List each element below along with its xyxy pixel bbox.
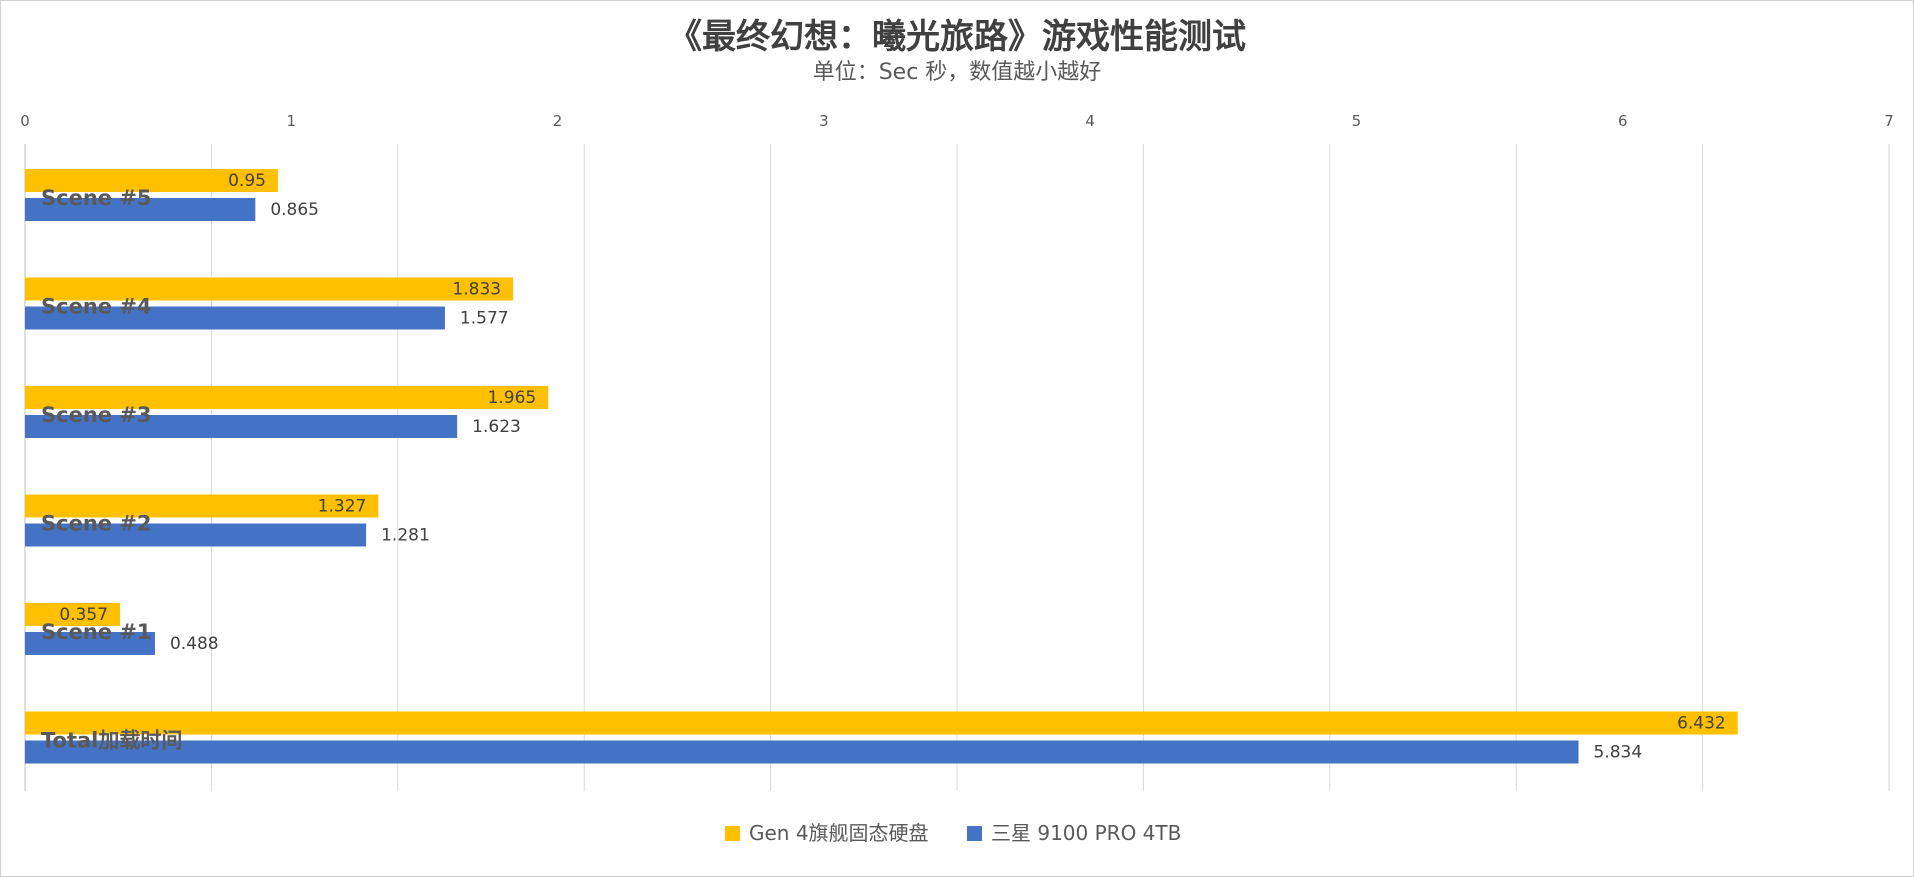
label-layer: 0.950.865 Scene #5 1.833 1.577 Scene #4 1.965… <box>41 171 1726 763</box>
legend-item: Gen 4旗舰固态硬盘 <box>725 821 929 845</box>
data-label: 1.833 <box>452 280 501 300</box>
category-label: Total加载时间 <box>41 729 182 753</box>
category-label: Scene #4 <box>41 295 152 319</box>
data-label: 1.623 <box>472 417 521 437</box>
grid-layer <box>24 144 1890 791</box>
legend-label: Gen 4旗舰固态硬盘 <box>749 821 929 845</box>
x-tick-label: 7 <box>1884 112 1894 130</box>
bar-samsung <box>25 198 256 221</box>
data-label: 0.357 <box>59 605 108 625</box>
data-label: 0.865 <box>270 200 319 220</box>
data-label: 5.834 <box>1594 743 1643 763</box>
data-label: 1.327 <box>318 497 367 517</box>
bar-gen4 <box>25 277 514 301</box>
bar-samsung <box>25 740 1579 764</box>
data-label: 6.432 <box>1677 714 1726 734</box>
legend-swatch <box>725 826 740 841</box>
bar-gen4 <box>25 603 121 626</box>
legend: Gen 4旗舰固态硬盘 三星 9100 PRO 4TB <box>725 821 1181 845</box>
x-tick-label: 3 <box>819 112 829 130</box>
category-label: Scene #5 <box>41 186 152 210</box>
data-label: 1.965 <box>488 388 537 408</box>
legend-item: 三星 9100 PRO 4TB <box>967 821 1181 845</box>
bar-gen4 <box>25 386 549 409</box>
category-label: Scene #1 <box>41 620 152 644</box>
data-label: 0.95 <box>228 171 266 191</box>
legend-label: 三星 9100 PRO 4TB <box>991 821 1181 845</box>
bar-samsung <box>25 415 458 438</box>
bar-layer <box>25 169 1738 764</box>
bar-gen4 <box>25 711 1738 735</box>
bar-gen4 <box>25 494 379 518</box>
x-tick-label: 6 <box>1618 112 1628 130</box>
bar-samsung <box>25 523 367 547</box>
category-label: Scene #2 <box>41 512 152 536</box>
tick-layer: 0 1 2 3 4 5 6 7 <box>20 112 1894 130</box>
legend-swatch <box>967 826 982 841</box>
category-label: Scene #3 <box>41 403 152 427</box>
x-tick-label: 2 <box>553 112 563 130</box>
chart-subtitle: 单位：Sec 秒，数值越小越好 <box>813 60 1102 85</box>
data-label: 1.281 <box>381 526 430 546</box>
x-tick-label: 0 <box>20 112 30 130</box>
x-tick-label: 1 <box>287 112 297 130</box>
bar-gen4 <box>25 169 278 192</box>
x-tick-label: 4 <box>1085 112 1095 130</box>
data-label: 1.577 <box>460 309 509 329</box>
data-label: 0.488 <box>170 634 219 654</box>
x-tick-label: 5 <box>1352 112 1362 130</box>
bar-samsung <box>25 306 445 330</box>
bar-samsung <box>25 632 155 655</box>
chart-title: 《最终幻想：曦光旅路》游戏性能测试 <box>668 17 1246 57</box>
